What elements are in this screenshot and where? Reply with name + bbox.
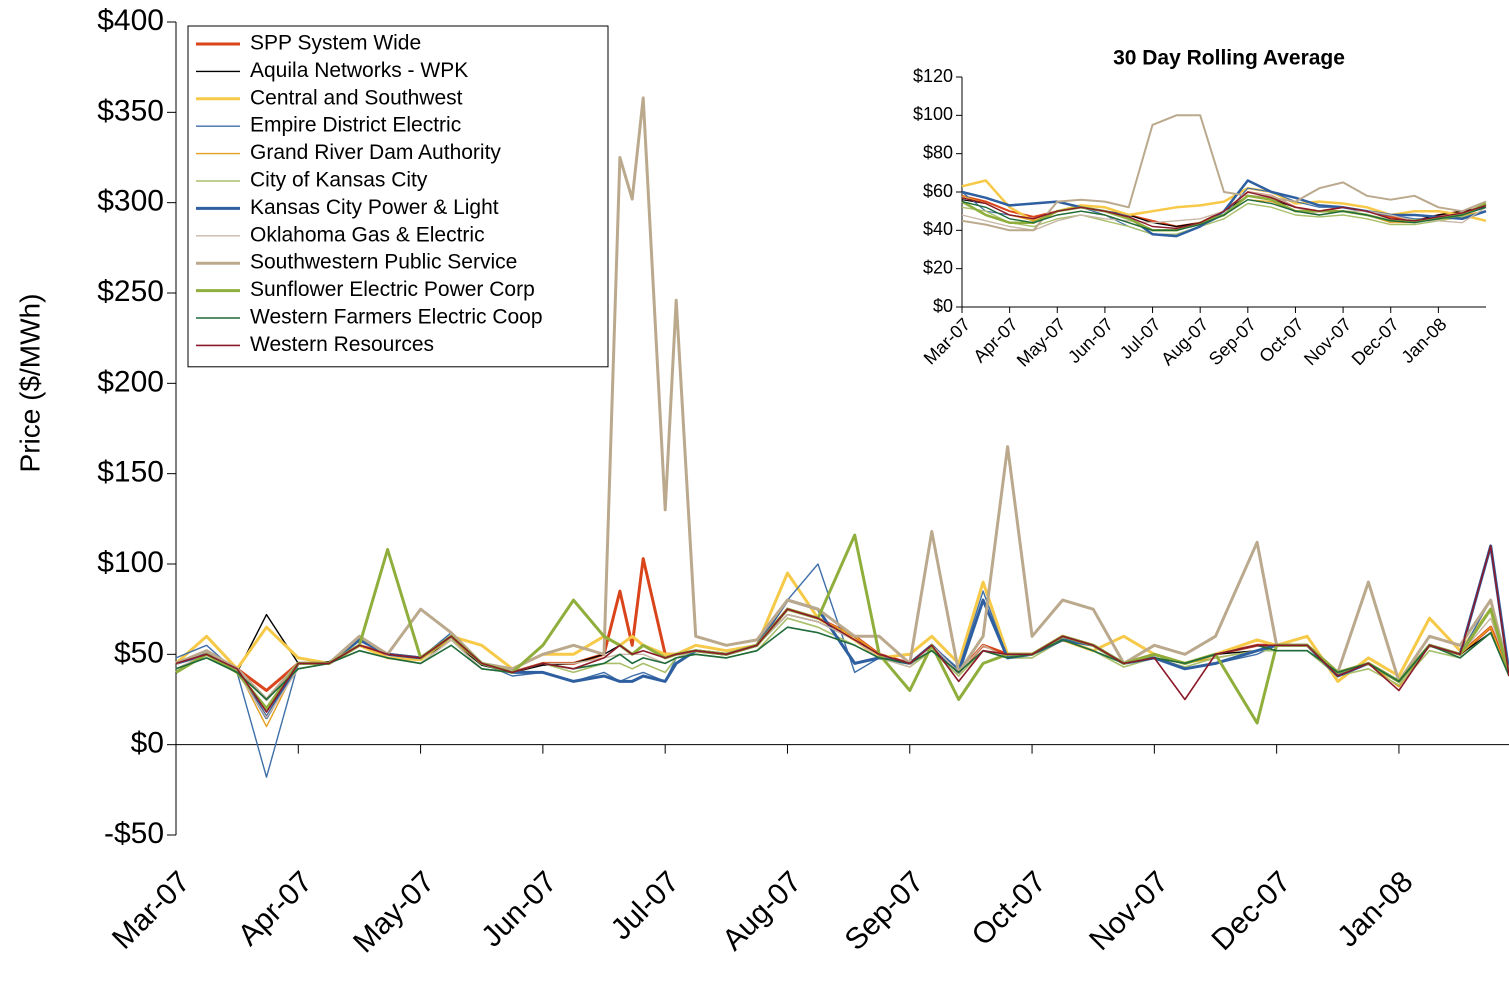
- y-tick-label: $350: [97, 94, 164, 127]
- x-tick-label: May-07: [1013, 314, 1070, 371]
- y-tick-label: $100: [913, 104, 953, 124]
- inset-title: 30 Day Rolling Average: [1113, 47, 1345, 70]
- x-tick-label: Oct-07: [966, 865, 1053, 952]
- x-tick-label: Oct-07: [1255, 314, 1307, 366]
- y-tick-label: $200: [97, 365, 164, 398]
- legend-label: Central and Southwest: [250, 86, 463, 109]
- y-tick-label: $50: [114, 636, 164, 669]
- x-tick-label: Nov-07: [1300, 314, 1355, 369]
- x-tick-label: Mar-07: [106, 865, 197, 956]
- y-tick-label: $20: [923, 257, 953, 277]
- x-tick-label: Apr-07: [232, 865, 319, 952]
- series-line: [175, 545, 1509, 713]
- x-tick-label: Nov-07: [1083, 865, 1175, 957]
- legend-box: [187, 25, 609, 368]
- legend-label: Western Resources: [250, 333, 434, 356]
- y-tick-label: $0: [933, 296, 953, 316]
- y-tick-label: $80: [923, 142, 953, 162]
- x-tick-label: Aug-07: [1157, 314, 1212, 369]
- legend-label: SPP System Wide: [250, 32, 421, 55]
- series-line: [961, 202, 1487, 235]
- x-tick-label: Dec-07: [1205, 865, 1297, 957]
- y-tick-label: $120: [913, 66, 953, 86]
- x-tick-label: Jul-07: [605, 865, 686, 946]
- x-tick-label: Jun-07: [475, 865, 563, 953]
- x-tick-label: Mar-07: [920, 314, 974, 368]
- legend-label: Western Farmers Electric Coop: [250, 306, 543, 329]
- y-tick-label: $60: [923, 181, 953, 201]
- legend-label: City of Kansas City: [250, 169, 428, 192]
- legend-label: Oklahoma Gas & Electric: [250, 223, 485, 246]
- series-line: [175, 563, 1509, 778]
- x-tick-label: Jan-08: [1397, 314, 1450, 367]
- series-line: [175, 626, 1509, 701]
- series-line: [961, 191, 1487, 230]
- series-line: [961, 199, 1487, 231]
- x-tick-label: Sep-07: [839, 865, 931, 957]
- series-line: [961, 114, 1487, 232]
- y-tick-label: -$50: [104, 817, 164, 850]
- series-line: [175, 557, 1509, 692]
- y-axis-title: Price ($/MWh): [14, 294, 45, 473]
- x-tick-label: Jun-07: [1064, 314, 1117, 367]
- x-tick-label: May-07: [347, 865, 441, 959]
- legend-label: Kansas City Power & Light: [250, 196, 499, 219]
- legend-label: Aquila Networks - WPK: [250, 59, 468, 82]
- x-tick-label: Aug-07: [716, 865, 808, 957]
- legend-label: Sunflower Electric Power Corp: [250, 278, 535, 301]
- legend-label: Grand River Dam Authority: [250, 141, 501, 164]
- x-tick-label: Jan-08: [1331, 865, 1419, 953]
- y-tick-label: $0: [131, 727, 164, 760]
- legend-label: Empire District Electric: [250, 114, 461, 137]
- y-tick-label: $250: [97, 275, 164, 308]
- y-tick-label: $400: [97, 4, 164, 37]
- y-tick-label: $40: [923, 219, 953, 239]
- y-tick-label: $300: [97, 185, 164, 218]
- x-tick-label: Dec-07: [1348, 314, 1403, 369]
- y-tick-label: $100: [97, 546, 164, 579]
- x-tick-label: Sep-07: [1205, 314, 1260, 369]
- legend-label: Southwestern Public Service: [250, 251, 517, 274]
- y-tick-label: $150: [97, 456, 164, 489]
